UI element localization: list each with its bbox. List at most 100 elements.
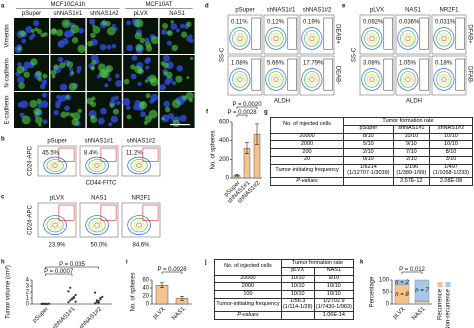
y-tick-label: 0 bbox=[146, 302, 150, 308]
data-point bbox=[99, 296, 102, 300]
panel-letter: j bbox=[204, 260, 207, 266]
table-cell: 2000 bbox=[214, 282, 282, 292]
density-contour bbox=[270, 74, 281, 85]
stain bbox=[71, 118, 79, 126]
nucleus bbox=[37, 102, 43, 109]
nucleus bbox=[78, 27, 84, 34]
column-label: pLVX bbox=[370, 8, 384, 14]
density-contour bbox=[364, 30, 380, 47]
nucleus bbox=[76, 65, 82, 71]
density-contour bbox=[91, 220, 103, 230]
error-bar bbox=[180, 296, 184, 301]
group-label: MCF10AT bbox=[145, 2, 172, 8]
table-row: 100 10/10 10/10 bbox=[214, 290, 355, 299]
column-label: shNAS1#2 bbox=[127, 139, 156, 145]
stain bbox=[165, 71, 173, 79]
gate bbox=[142, 147, 159, 162]
stain bbox=[109, 103, 115, 108]
stain bbox=[98, 69, 108, 78]
row-label: N-cadherin bbox=[5, 58, 11, 87]
nucleus bbox=[89, 18, 96, 25]
table-cell: 0/10 bbox=[343, 155, 394, 165]
cell-text: (1/389-1/99) bbox=[396, 169, 427, 176]
density-contour bbox=[229, 27, 251, 50]
density-contour bbox=[361, 27, 383, 50]
cell-text: 1/6214 bbox=[359, 164, 377, 171]
error-bar bbox=[255, 123, 259, 145]
table-cell: pSuper bbox=[343, 124, 394, 134]
table-row: P-values 2.57E-12 2.08E-08 bbox=[269, 177, 474, 186]
stain bbox=[92, 24, 96, 28]
stain bbox=[134, 32, 142, 40]
table-row: 20 0/10 2/10 3/10 bbox=[269, 155, 474, 165]
cell-text: 0/10 bbox=[363, 156, 374, 163]
table-cell bbox=[343, 177, 394, 186]
nucleus bbox=[175, 28, 180, 33]
y-tick-label: 20 bbox=[142, 294, 149, 300]
percentage: 8.4% bbox=[84, 151, 98, 157]
percentage: 0.031% bbox=[435, 20, 456, 26]
nucleus bbox=[179, 23, 185, 29]
density-contour bbox=[369, 35, 375, 42]
stain bbox=[163, 62, 169, 69]
cell-text: Tumor formation rate bbox=[382, 117, 434, 124]
axis-label: SS-C bbox=[220, 47, 226, 62]
significance-bracket bbox=[401, 271, 423, 274]
axis-label: No. of spheres bbox=[211, 130, 217, 169]
table-cell: 10/10 bbox=[280, 290, 315, 299]
column-label: NAS1 bbox=[91, 196, 107, 202]
density-contour bbox=[441, 76, 447, 83]
panel-letter: a bbox=[1, 4, 5, 10]
table-cell: 2/10 bbox=[343, 148, 394, 157]
density-contour bbox=[304, 71, 320, 88]
data-point bbox=[97, 301, 100, 304]
table-row: No. of injected cells Tumor formation rat… bbox=[214, 259, 355, 276]
stain bbox=[91, 66, 95, 70]
table-row: Tumor-initiating frequency 1/6214 (1/12707… bbox=[269, 163, 474, 179]
density-contour bbox=[127, 156, 151, 175]
density-contour bbox=[88, 217, 106, 233]
flow-plot bbox=[37, 145, 77, 177]
stain bbox=[72, 112, 81, 121]
column-label: shNAS1#1 bbox=[54, 11, 83, 17]
nucleus bbox=[170, 23, 178, 30]
gate bbox=[287, 17, 297, 50]
cell-text: 2/10 bbox=[405, 156, 417, 163]
panel-letter: e bbox=[342, 4, 346, 10]
nucleus bbox=[57, 40, 65, 48]
stain bbox=[105, 20, 111, 27]
cell-text: 3/10 bbox=[445, 156, 457, 163]
nucleus bbox=[64, 105, 70, 111]
axis-label: ALDH bbox=[406, 99, 422, 105]
axis-label: Percentage bbox=[370, 276, 376, 307]
axis-label: CD24-APC bbox=[28, 146, 34, 176]
stain bbox=[30, 58, 38, 66]
density-contour bbox=[304, 30, 320, 47]
stain bbox=[70, 24, 80, 34]
stain bbox=[53, 64, 59, 70]
density-contour bbox=[136, 163, 142, 168]
stain bbox=[97, 63, 106, 72]
stain bbox=[145, 93, 151, 99]
y-tick-label: 200 bbox=[219, 157, 230, 163]
stain bbox=[29, 99, 38, 108]
density-contour bbox=[369, 76, 375, 83]
table-cell: NAS1 bbox=[313, 266, 355, 276]
column-label: pLVX bbox=[50, 196, 64, 202]
nucleus bbox=[162, 54, 170, 62]
density-contour bbox=[400, 71, 416, 88]
stain bbox=[90, 101, 97, 108]
density-contour bbox=[397, 27, 419, 50]
stain bbox=[185, 92, 194, 101]
nucleus bbox=[179, 114, 187, 122]
stain bbox=[185, 21, 192, 27]
axis-label: CD24-APC bbox=[28, 205, 34, 235]
stain bbox=[59, 62, 66, 69]
stain bbox=[50, 28, 57, 36]
density-contour bbox=[127, 215, 151, 235]
y-tick-label: 0 bbox=[26, 302, 30, 308]
panel-letter: c bbox=[1, 195, 5, 201]
table-cell: No. of injected cells bbox=[269, 117, 345, 134]
stain bbox=[123, 78, 130, 85]
stain bbox=[150, 36, 159, 45]
